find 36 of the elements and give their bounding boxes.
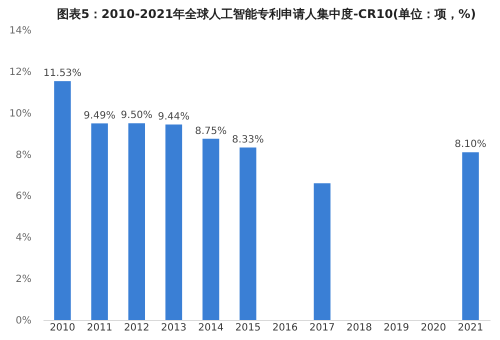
- data-label: 9.49%: [84, 110, 116, 122]
- bar: [54, 81, 71, 320]
- bar: [202, 138, 220, 320]
- bar: [314, 183, 330, 320]
- y-tick-label: 14%: [9, 26, 32, 36]
- x-tick-label: 2012: [124, 322, 150, 334]
- y-tick-label: 0%: [16, 316, 32, 326]
- x-tick-label: 2016: [272, 322, 298, 334]
- y-tick-label: 6%: [16, 191, 32, 202]
- bar: [240, 147, 256, 320]
- x-tick-label: 2019: [384, 322, 410, 334]
- data-label: 8.33%: [232, 134, 264, 146]
- bar: [91, 123, 108, 320]
- bar: [165, 124, 182, 320]
- y-tick-label: 12%: [9, 66, 32, 78]
- chart-title: 图表5：2010-2021年全球人工智能专利申请人集中度-CR10(单位：项，%): [57, 7, 476, 21]
- y-tick-label: 8%: [16, 150, 32, 161]
- x-tick-label: 2020: [420, 322, 446, 334]
- x-tick-label: 2015: [235, 322, 261, 334]
- bar: [128, 123, 146, 320]
- x-tick-label: 2018: [346, 322, 372, 334]
- y-tick-label: 10%: [9, 108, 32, 120]
- x-tick-label: 2013: [161, 322, 186, 334]
- x-tick-label: 2021: [458, 322, 484, 334]
- data-label: 11.53%: [43, 68, 82, 80]
- y-tick-label: 2%: [16, 274, 32, 286]
- x-tick-label: 2010: [50, 322, 76, 334]
- y-tick-label: 4%: [16, 232, 32, 244]
- x-tick-label: 2011: [86, 322, 112, 334]
- bar: [462, 152, 479, 320]
- data-label: 9.50%: [120, 110, 153, 122]
- data-label: 9.44%: [158, 111, 190, 122]
- data-label: 8.75%: [194, 126, 227, 137]
- x-tick-label: 2014: [198, 322, 224, 334]
- data-label: 8.10%: [454, 139, 486, 150]
- x-tick-label: 2017: [309, 322, 335, 334]
